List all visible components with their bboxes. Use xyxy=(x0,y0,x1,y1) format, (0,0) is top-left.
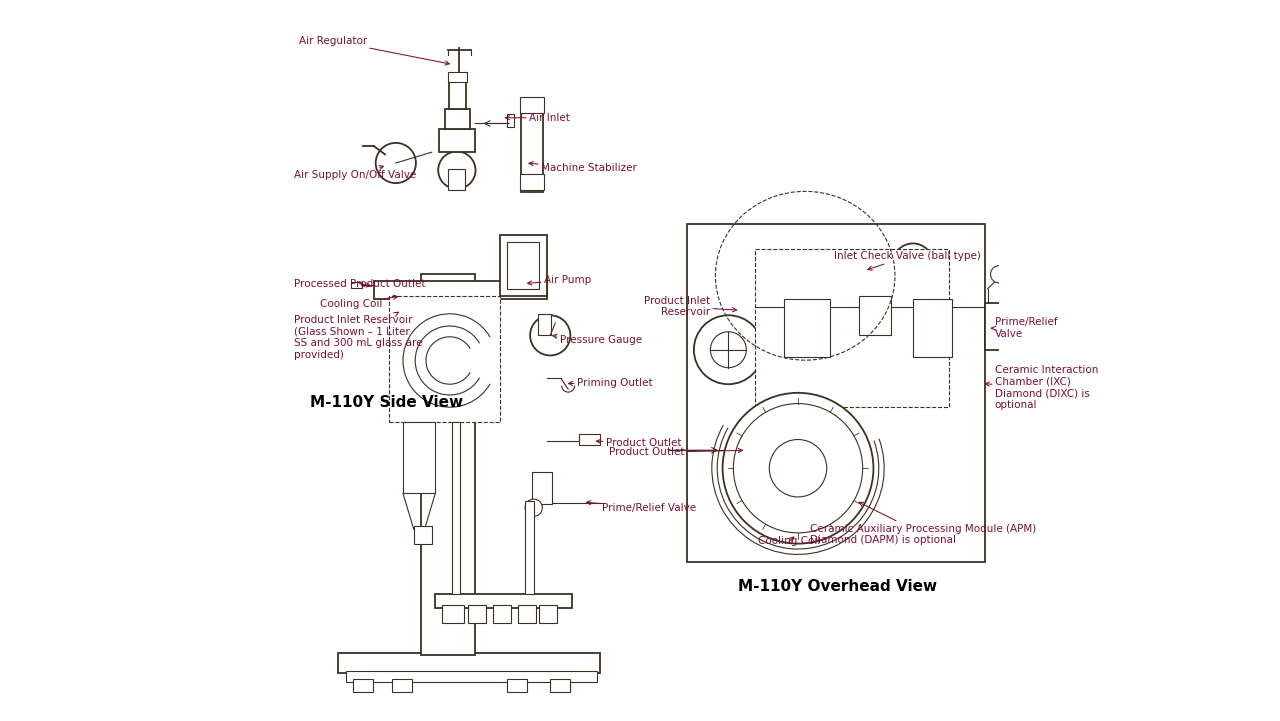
Bar xyxy=(913,299,952,357)
Bar xyxy=(521,102,543,192)
Bar xyxy=(389,296,500,422)
Circle shape xyxy=(723,393,873,544)
Text: Air Regulator: Air Regulator xyxy=(298,36,449,65)
Text: Air Pump: Air Pump xyxy=(527,275,591,285)
Bar xyxy=(435,594,572,609)
Bar xyxy=(444,109,471,129)
Text: Prime/Relief
Valve: Prime/Relief Valve xyxy=(992,317,1057,339)
Text: Product Outlet: Product Outlet xyxy=(609,448,742,457)
Text: Product Outlet: Product Outlet xyxy=(596,438,681,448)
Bar xyxy=(984,303,1005,350)
Text: M-110Y Overhead View: M-110Y Overhead View xyxy=(739,579,937,594)
Bar xyxy=(539,606,557,623)
Text: Cooling Coil: Cooling Coil xyxy=(758,536,820,547)
Bar xyxy=(452,422,461,594)
Circle shape xyxy=(904,255,923,273)
Text: Ceramic Auxiliary Processing Module (APM)
Diamond (DAPM) is optional: Ceramic Auxiliary Processing Module (APM… xyxy=(810,503,1037,545)
Bar xyxy=(449,81,466,109)
Bar xyxy=(392,679,412,692)
Bar xyxy=(686,224,984,562)
Circle shape xyxy=(733,404,863,533)
Bar xyxy=(532,472,553,504)
Circle shape xyxy=(769,440,827,497)
Circle shape xyxy=(893,244,933,283)
Bar xyxy=(353,679,372,692)
Bar xyxy=(413,526,431,544)
Bar xyxy=(507,679,527,692)
Bar xyxy=(493,606,511,623)
Text: Ceramic Interaction
Chamber (IXC)
Diamond (DIXC) is
optional: Ceramic Interaction Chamber (IXC) Diamon… xyxy=(986,366,1098,410)
Bar xyxy=(859,296,891,335)
Bar xyxy=(351,282,362,288)
Circle shape xyxy=(438,151,476,189)
Bar xyxy=(374,281,547,299)
Circle shape xyxy=(694,315,763,384)
Text: Air Supply On/Off Valve: Air Supply On/Off Valve xyxy=(294,166,416,180)
Bar xyxy=(338,653,600,673)
Text: Priming Outlet: Priming Outlet xyxy=(568,379,653,389)
Bar xyxy=(500,235,547,296)
Bar xyxy=(421,274,475,655)
Bar xyxy=(448,169,465,190)
Bar xyxy=(507,242,539,288)
Bar xyxy=(783,299,831,357)
Circle shape xyxy=(710,332,746,368)
Bar xyxy=(525,500,534,594)
Bar xyxy=(579,435,600,446)
Circle shape xyxy=(991,266,1007,283)
Circle shape xyxy=(376,143,416,183)
Circle shape xyxy=(525,499,543,516)
Bar xyxy=(448,73,467,81)
Bar xyxy=(1005,313,1018,340)
Bar xyxy=(520,97,544,112)
Circle shape xyxy=(530,315,571,355)
Text: M-110Y Side View: M-110Y Side View xyxy=(310,394,463,410)
Bar xyxy=(346,671,596,682)
Text: Processed Product Outlet: Processed Product Outlet xyxy=(294,278,425,288)
Bar xyxy=(550,679,571,692)
Bar xyxy=(467,606,485,623)
Bar xyxy=(518,606,536,623)
Bar xyxy=(844,328,908,389)
Text: Air Inlet: Air Inlet xyxy=(506,112,570,123)
Bar xyxy=(538,314,550,335)
Text: Pressure Gauge: Pressure Gauge xyxy=(553,334,641,345)
Bar xyxy=(755,249,948,407)
Bar xyxy=(439,129,475,152)
Bar xyxy=(520,174,544,190)
Text: Machine Stabilizer: Machine Stabilizer xyxy=(529,162,636,173)
Text: Cooling Coil: Cooling Coil xyxy=(320,295,398,309)
Text: Inlet Check Valve (ball type): Inlet Check Valve (ball type) xyxy=(835,252,980,270)
Text: Prime/Relief Valve: Prime/Relief Valve xyxy=(586,500,696,513)
Bar xyxy=(403,422,435,493)
Text: Product Inlet
Reservoir: Product Inlet Reservoir xyxy=(644,296,736,317)
Bar xyxy=(443,606,465,623)
Text: Product Inlet Reservoir
(Glass Shown – 1 Liter
SS and 300 mL glass are
provided): Product Inlet Reservoir (Glass Shown – 1… xyxy=(294,312,422,360)
Bar xyxy=(507,114,515,127)
